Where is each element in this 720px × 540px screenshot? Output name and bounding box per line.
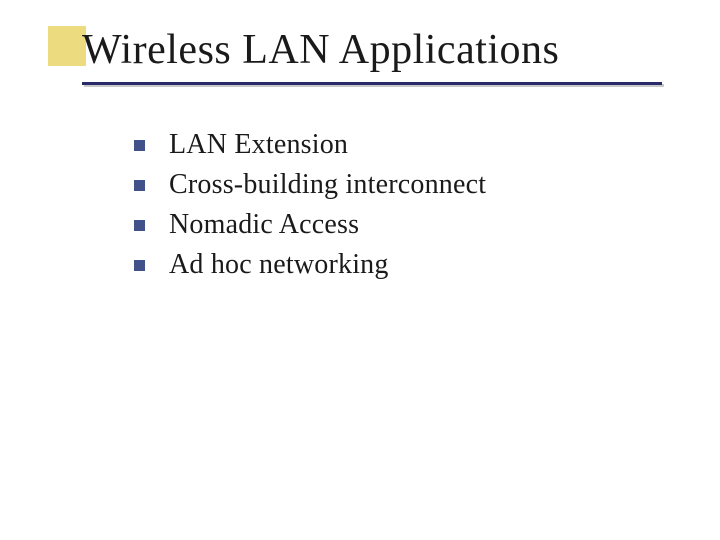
underline-main (82, 82, 662, 85)
square-bullet-icon (134, 180, 145, 191)
square-bullet-icon (134, 260, 145, 271)
list-item: LAN Extension (134, 129, 720, 161)
slide-container: Wireless LAN Applications LAN Extension … (0, 0, 720, 540)
bullet-text: Ad hoc networking (169, 249, 389, 281)
square-bullet-icon (134, 140, 145, 151)
title-accent-box (48, 26, 86, 66)
bullet-list: LAN Extension Cross-building interconnec… (134, 129, 720, 281)
bullet-text: Nomadic Access (169, 209, 359, 241)
list-item: Ad hoc networking (134, 249, 720, 281)
title-underline (82, 82, 662, 85)
list-item: Cross-building interconnect (134, 169, 720, 201)
slide-title: Wireless LAN Applications (82, 26, 720, 74)
list-item: Nomadic Access (134, 209, 720, 241)
bullet-text: LAN Extension (169, 129, 348, 161)
square-bullet-icon (134, 220, 145, 231)
bullet-text: Cross-building interconnect (169, 169, 486, 201)
